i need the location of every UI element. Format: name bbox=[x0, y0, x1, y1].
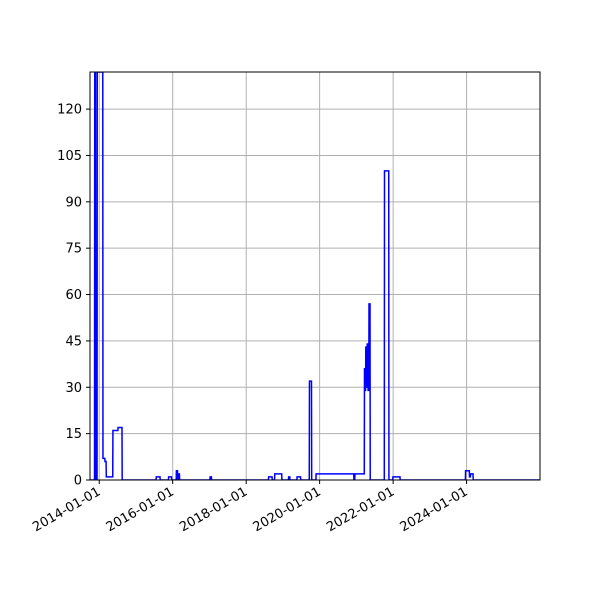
plot-area bbox=[90, 72, 540, 480]
y-tick-label: 60 bbox=[65, 288, 82, 303]
y-tick-label: 105 bbox=[57, 149, 82, 164]
grid-lines bbox=[90, 72, 540, 481]
y-tick-label: 45 bbox=[65, 334, 82, 349]
series-layer bbox=[90, 72, 540, 480]
plot-frame bbox=[89, 71, 541, 481]
series-line-0 bbox=[90, 72, 540, 480]
y-tick-label: 90 bbox=[65, 195, 82, 210]
y-tick-label: 0 bbox=[74, 474, 82, 489]
y-tick-label: 75 bbox=[65, 242, 82, 257]
y-tick-label: 30 bbox=[65, 381, 82, 396]
y-tick-label: 15 bbox=[65, 427, 82, 442]
y-tick-label: 120 bbox=[57, 103, 82, 118]
